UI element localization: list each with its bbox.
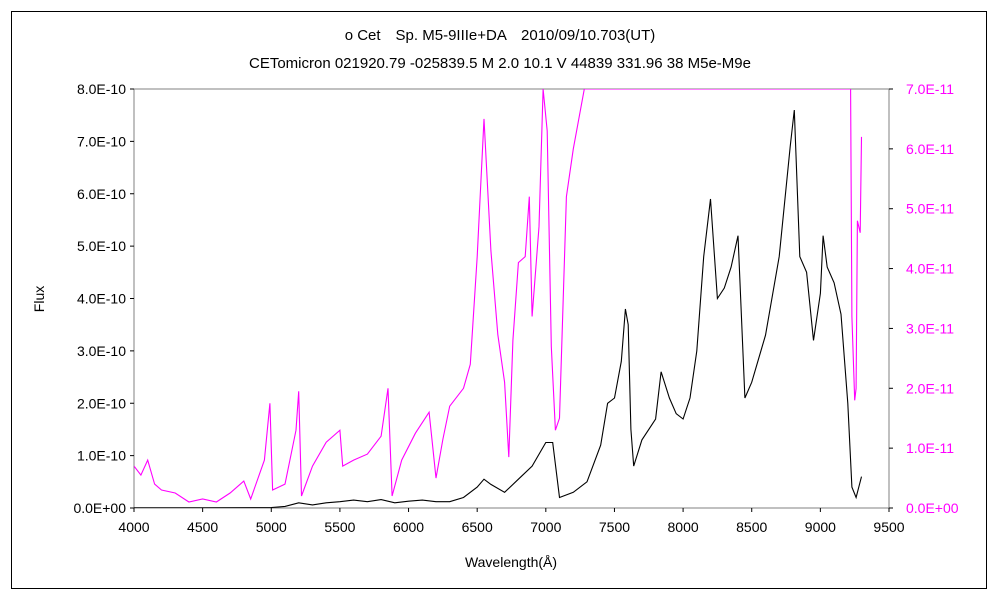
x-tick-label: 4000 — [118, 519, 149, 535]
x-tick-label: 6000 — [393, 519, 424, 535]
y-tick-label: 4.0E-10 — [77, 291, 126, 307]
chart-frame — [11, 11, 987, 589]
chart-subtitle: CETomicron 021920.79 -025839.5 M 2.0 10.… — [248, 55, 751, 72]
series-line-magenta — [134, 89, 863, 503]
y-tick-label: 3.0E-10 — [77, 343, 126, 359]
x-tick-label: 6500 — [462, 519, 493, 535]
plot-area — [133, 88, 890, 509]
series-line-black — [134, 109, 863, 508]
x-tick-label: 8000 — [668, 519, 699, 535]
y2-tick-label: 0.0E+00 — [906, 500, 959, 516]
y2-tick-label: 3.0E-11 — [906, 320, 954, 336]
x-tick-label: 8500 — [736, 519, 767, 535]
x-tick-label: 9500 — [873, 519, 904, 535]
y-axis-title: Flux — [31, 286, 47, 312]
y-tick-label: 8.0E-10 — [77, 81, 126, 97]
y-tick-label: 5.0E-10 — [77, 238, 126, 254]
y-tick-label: 7.0E-10 — [77, 133, 126, 149]
y-tick-label: 6.0E-10 — [77, 186, 126, 202]
chart-title: ο Cet Sp. M5-9IIIe+DA 2010/09/10.703(UT) — [344, 27, 656, 44]
x-tick-label: 9000 — [805, 519, 836, 535]
y-tick-label: 2.0E-10 — [77, 395, 126, 411]
y-tick-label: 1.0E-10 — [77, 448, 126, 464]
x-tick-label: 7000 — [530, 519, 561, 535]
x-axis-title: Wavelength(Å) — [465, 554, 557, 570]
x-tick-label: 7500 — [599, 519, 630, 535]
x-tick-label: 5000 — [256, 519, 287, 535]
x-tick-label: 5500 — [324, 519, 355, 535]
x-tick-label: 4500 — [187, 519, 218, 535]
y2-tick-label: 4.0E-11 — [906, 261, 954, 277]
y-tick-label: 0.0E+00 — [73, 500, 126, 516]
y2-tick-label: 1.0E-11 — [906, 440, 954, 456]
y2-tick-label: 5.0E-11 — [906, 201, 954, 217]
y2-tick-label: 6.0E-11 — [906, 141, 954, 157]
y2-tick-label: 2.0E-11 — [906, 380, 954, 396]
y2-tick-label: 7.0E-11 — [906, 81, 954, 97]
